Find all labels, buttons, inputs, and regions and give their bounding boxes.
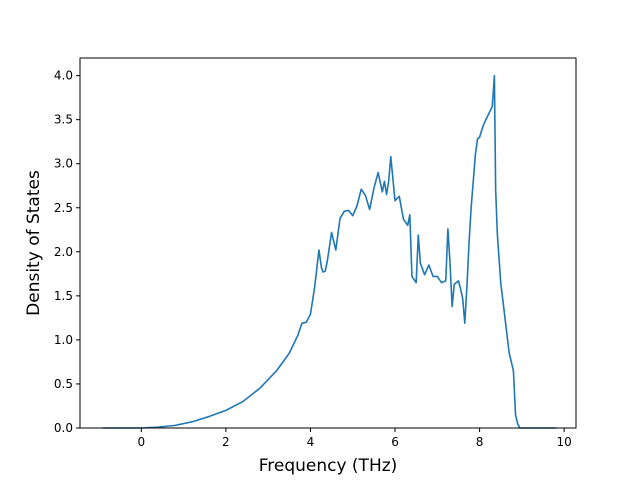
y-tick-label: 3.0 bbox=[54, 157, 73, 171]
y-axis-label: Density of States bbox=[24, 170, 44, 316]
x-axis: 0 2 4 6 8 10 bbox=[137, 428, 572, 449]
y-tick-label: 2.0 bbox=[54, 245, 73, 259]
y-axis: 0.0 0.5 1.0 1.5 2.0 2.5 3.0 3.5 4.0 bbox=[54, 69, 80, 435]
plot-area bbox=[79, 57, 577, 429]
y-tick-label: 1.5 bbox=[54, 289, 73, 303]
dos-series-line bbox=[102, 74, 557, 429]
y-tick-label: 3.5 bbox=[54, 113, 73, 127]
x-tick-label: 8 bbox=[476, 435, 484, 449]
x-tick-label: 4 bbox=[307, 435, 315, 449]
y-tick-label: 0.0 bbox=[54, 421, 73, 435]
x-axis-label: Frequency (THz) bbox=[259, 456, 398, 476]
x-tick-label: 2 bbox=[222, 435, 230, 449]
y-tick-label: 0.5 bbox=[54, 377, 73, 391]
x-tick-label: 0 bbox=[137, 435, 145, 449]
y-tick-label: 2.5 bbox=[54, 201, 73, 215]
x-tick-label: 10 bbox=[557, 435, 572, 449]
y-tick-label: 1.0 bbox=[54, 333, 73, 347]
x-tick-label: 6 bbox=[391, 435, 399, 449]
axes-frame bbox=[79, 57, 577, 429]
y-tick-label: 4.0 bbox=[54, 69, 73, 83]
